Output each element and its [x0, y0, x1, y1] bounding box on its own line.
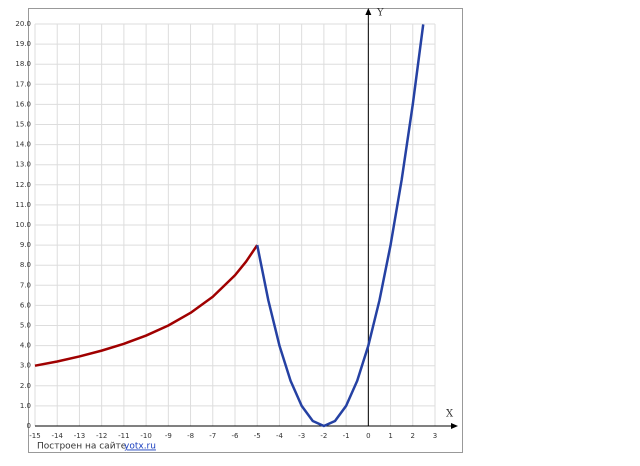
- x-tick-label: -11: [118, 432, 129, 440]
- curve: [255, 24, 425, 428]
- y-tick-label: 14.0: [15, 141, 31, 149]
- x-tick-label: -7: [209, 432, 216, 440]
- y-tick-label: 18.0: [15, 60, 31, 68]
- y-tick-label: 20.0: [15, 20, 31, 28]
- x-arrow: [451, 423, 458, 429]
- x-tick-label: -4: [276, 432, 284, 440]
- y-tick-label: 6.0: [20, 301, 31, 309]
- y-tick-label: 1.0: [20, 402, 31, 410]
- y-tick-label: 5.0: [20, 322, 31, 330]
- y-tick-label: 15.0: [15, 121, 31, 129]
- y-tick-label: 4.0: [20, 342, 31, 350]
- x-tick-label: -13: [74, 432, 85, 440]
- x-tick-label: -12: [96, 432, 107, 440]
- y-tick-label: 3.0: [20, 362, 31, 370]
- x-tick-label: -15: [29, 432, 40, 440]
- x-tick-label: -10: [140, 432, 151, 440]
- y-tick-label: 12.0: [15, 181, 31, 189]
- curve: [34, 244, 259, 367]
- x-tick-label: 2: [411, 432, 415, 440]
- y-tick-label: 2.0: [20, 382, 31, 390]
- x-tick-label: -14: [52, 432, 64, 440]
- source-link[interactable]: yotx.ru: [124, 442, 156, 452]
- y-axis-label: Y: [376, 8, 384, 19]
- x-tick-label: 3: [433, 432, 437, 440]
- y-tick-label: 19.0: [15, 40, 31, 48]
- y-tick-label: 11.0: [15, 201, 31, 209]
- chart-frame: [28, 8, 463, 453]
- y-tick-label: 7.0: [20, 281, 31, 289]
- x-tick-label: -8: [187, 432, 194, 440]
- x-tick-label: -3: [298, 432, 305, 440]
- x-tick-label: -1: [343, 432, 350, 440]
- x-tick-label: 0: [366, 432, 370, 440]
- y-tick-label: 9.0: [20, 241, 31, 249]
- y-tick-label: 0: [27, 422, 31, 430]
- y-tick-label: 10.0: [15, 221, 31, 229]
- source-text: Построен на сайте: [37, 442, 127, 452]
- x-tick-label: -6: [232, 432, 240, 440]
- x-tick-label: -5: [254, 432, 261, 440]
- x-tick-label: -9: [165, 432, 172, 440]
- x-axis-label: X: [446, 409, 454, 420]
- y-arrow: [365, 8, 372, 15]
- y-tick-label: 16.0: [15, 100, 31, 108]
- y-tick-label: 13.0: [15, 161, 31, 169]
- x-tick-label: -2: [320, 432, 327, 440]
- y-tick-label: 8.0: [20, 261, 31, 269]
- y-tick-label: 17.0: [15, 80, 31, 88]
- x-tick-label: 1: [388, 432, 392, 440]
